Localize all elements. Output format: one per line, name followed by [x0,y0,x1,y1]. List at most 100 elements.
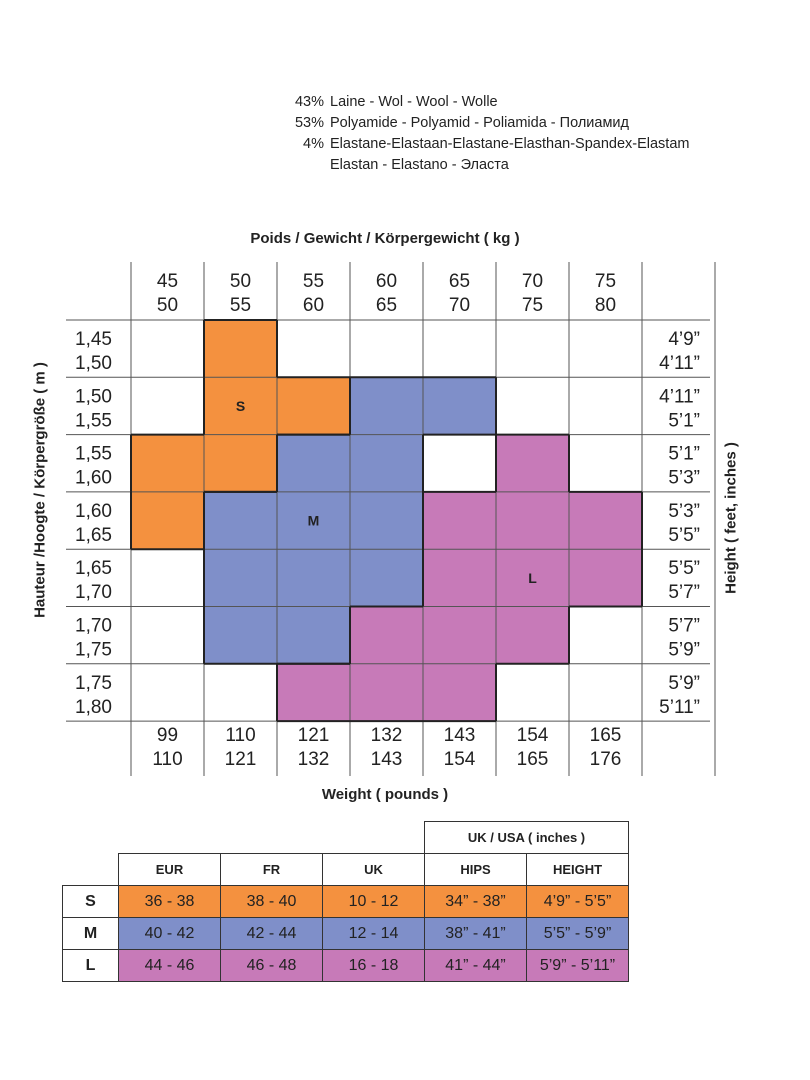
pounds-column-label: 99 [157,725,178,746]
size-cell-l [423,606,496,664]
table-cell: 4’9” - 5’5” [526,885,629,918]
table-header-hips: HIPS [424,853,527,886]
table-blank-cell [63,822,119,854]
pounds-column-label: 165 [590,725,622,746]
table-cell: 10 - 12 [322,885,425,918]
table-cell: 42 - 44 [220,917,323,950]
size-cell-m [350,377,423,435]
feet-row-label: 5’5” [668,525,700,546]
table-cell: 5’5” - 5’9” [526,917,629,950]
size-cell-s [277,377,350,435]
kg-column-label: 55 [230,295,251,316]
composition-percent: 4% [303,136,324,152]
composition-block: 43% Laine - Wol - Wool - Wolle 53% Polya… [282,92,690,176]
table-row: M 40 - 42 42 - 44 12 - 14 38” - 41” 5’5”… [62,917,629,950]
meters-row-label: 1,55 [75,444,112,465]
meters-row-label: 1,65 [75,525,112,546]
size-cell-l [496,606,569,664]
pounds-column-label: 165 [517,749,549,770]
kg-column-label: 55 [303,271,324,292]
table-cell: 40 - 42 [118,917,221,950]
pounds-column-label: 143 [444,725,476,746]
table-row: L 44 - 46 46 - 48 16 - 18 41” - 44” 5’9”… [62,949,629,982]
size-cell-l [423,549,496,607]
feet-row-label: 5’5” [668,558,700,579]
meters-row-label: 1,55 [75,410,112,431]
feet-row-label: 5’7” [668,582,700,603]
feet-row-label: 5’1” [668,410,700,431]
meters-row-label: 1,65 [75,558,112,579]
table-cell: 38” - 41” [424,917,527,950]
table-cell: 44 - 46 [118,949,221,982]
kg-column-label: 75 [595,271,616,292]
table-cell: 34” - 38” [424,885,527,918]
meters-row-label: 1,70 [75,582,112,603]
composition-material: Elastane-Elastaan-Elastane-Elasthan-Span… [330,136,690,152]
feet-row-label: 5’9” [668,673,700,694]
size-cell-l [423,663,496,722]
meters-row-label: 1,45 [75,329,112,350]
kg-column-label: 80 [595,295,616,316]
pounds-column-label: 154 [444,749,476,770]
feet-row-label: 5’3” [668,468,700,489]
composition-material: Polyamide - Polyamid - Poliamida - Полиа… [330,115,629,131]
size-cell-l [496,434,569,492]
table-cell: 36 - 38 [118,885,221,918]
table-blank-cell [119,822,425,854]
size-cell-s [204,320,277,378]
table-cell: 41” - 44” [424,949,527,982]
table-header-uk: UK [322,853,425,886]
size-label-m: M [308,513,320,529]
size-cell-l [496,491,569,550]
table-cell: 46 - 48 [220,949,323,982]
size-cell-l [350,606,423,664]
feet-row-label: 4’11” [659,353,700,374]
size-cell-m [204,549,277,607]
table-size-label: S [62,885,119,918]
size-cell-m [350,491,423,550]
size-cell-s [204,434,277,492]
size-cell-m [277,606,350,664]
size-cell-l [496,549,569,607]
meters-row-label: 1,60 [75,501,112,522]
kg-column-label: 70 [522,271,543,292]
feet-row-label: 4’9” [668,329,700,350]
feet-row-label: 5’11” [659,697,700,718]
meters-row-label: 1,50 [75,386,112,407]
table-header-row: EUR FR UK HIPS HEIGHT [63,853,629,886]
table-cell: 5’9” - 5’11” [526,949,629,982]
table-group-header: UK / USA ( inches ) [424,821,629,854]
size-cell-m [350,434,423,492]
pounds-column-label: 132 [371,725,403,746]
composition-material: Elastan - Elastano - Эласта [330,157,509,173]
feet-row-label: 5’9” [668,640,700,661]
kg-column-label: 50 [157,295,178,316]
pounds-column-label: 143 [371,749,403,770]
pounds-column-label: 121 [298,725,330,746]
pounds-column-label: 110 [225,725,255,746]
size-cell-m [204,491,277,550]
kg-column-label: 70 [449,295,470,316]
meters-row-label: 1,75 [75,673,112,694]
size-cell-m [350,549,423,607]
size-conversion-table: UK / USA ( inches ) EUR FR UK HIPS HEIGH… [62,821,629,982]
size-cell-l [569,491,642,550]
kg-column-label: 65 [449,271,470,292]
size-cell-m [277,434,350,492]
table-row: S 36 - 38 38 - 40 10 - 12 34” - 38” 4’9”… [62,885,629,918]
meters-row-label: 1,80 [75,697,112,718]
table-cell: 38 - 40 [220,885,323,918]
kg-column-label: 65 [376,295,397,316]
composition-percent: 43% [294,94,324,110]
meters-row-label: 1,75 [75,640,112,661]
composition-percent: 53% [294,115,324,131]
table-cell: 12 - 14 [322,917,425,950]
pounds-column-label: 121 [225,749,257,770]
kg-column-label: 50 [230,271,251,292]
table-cell: 16 - 18 [322,949,425,982]
kg-column-label: 60 [303,295,324,316]
table-group-header-row: UK / USA ( inches ) [63,821,629,854]
size-cell-l [350,663,423,722]
size-label-l: L [528,570,537,586]
